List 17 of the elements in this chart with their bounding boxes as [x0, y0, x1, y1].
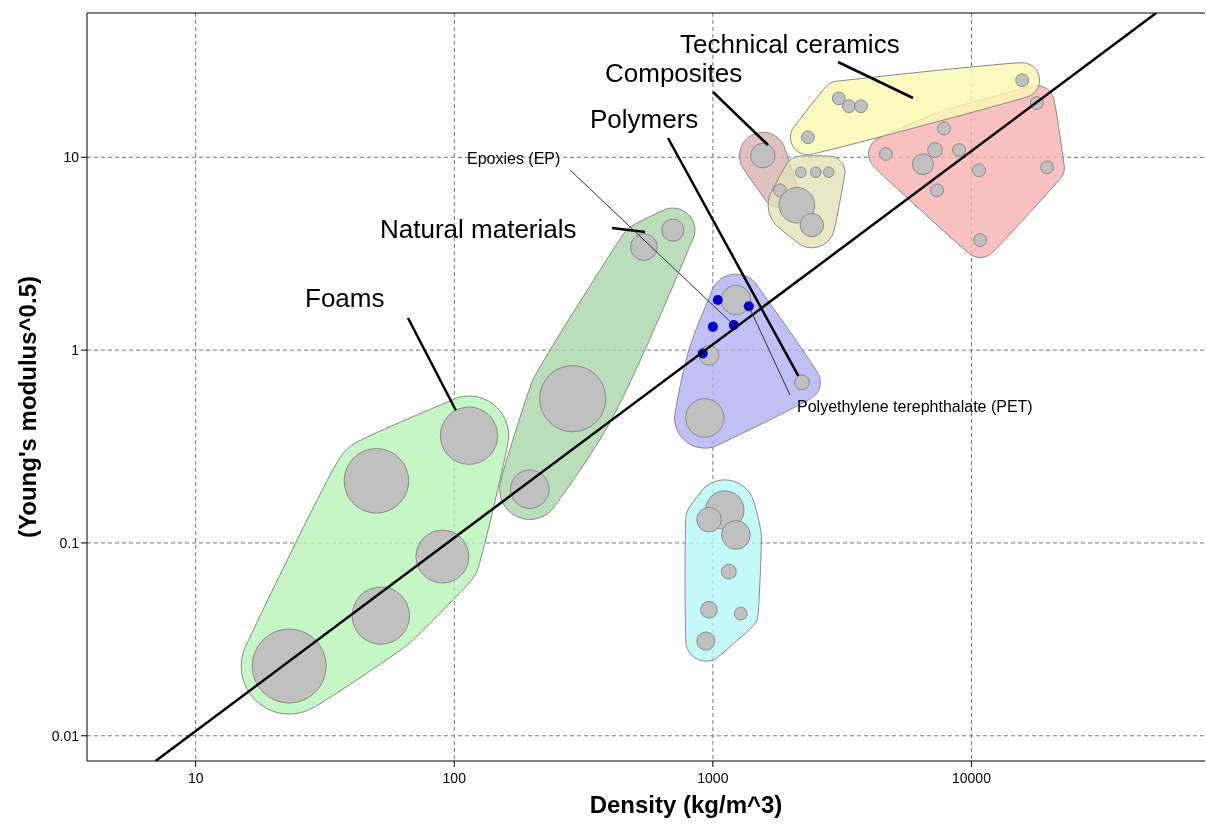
x-tick-label: 1000	[697, 770, 729, 786]
text: Technical ceramics	[680, 29, 900, 59]
text: Polymers	[590, 104, 699, 134]
annotation: Polyethylene terephthalate (PET)	[797, 398, 1033, 415]
x-tick-label: 100	[442, 770, 467, 786]
y-tick-label: 1	[71, 342, 80, 359]
text: Composites	[605, 58, 743, 88]
x-axis-title: Density (kg/m^3)	[589, 791, 783, 818]
text: Foams	[305, 283, 385, 313]
y-axis-title: (Young's modulus^0.5)	[14, 276, 41, 538]
x-tick-label: 10000	[951, 770, 992, 786]
annotation: Epoxies (EP)	[467, 150, 561, 167]
y-tick-label: 10	[63, 149, 80, 166]
text: Natural materials	[380, 214, 577, 244]
x-tick-label: 10	[187, 770, 204, 786]
y-tick-label: 0.01	[51, 727, 80, 744]
y-tick-label: 0.1	[59, 534, 80, 551]
